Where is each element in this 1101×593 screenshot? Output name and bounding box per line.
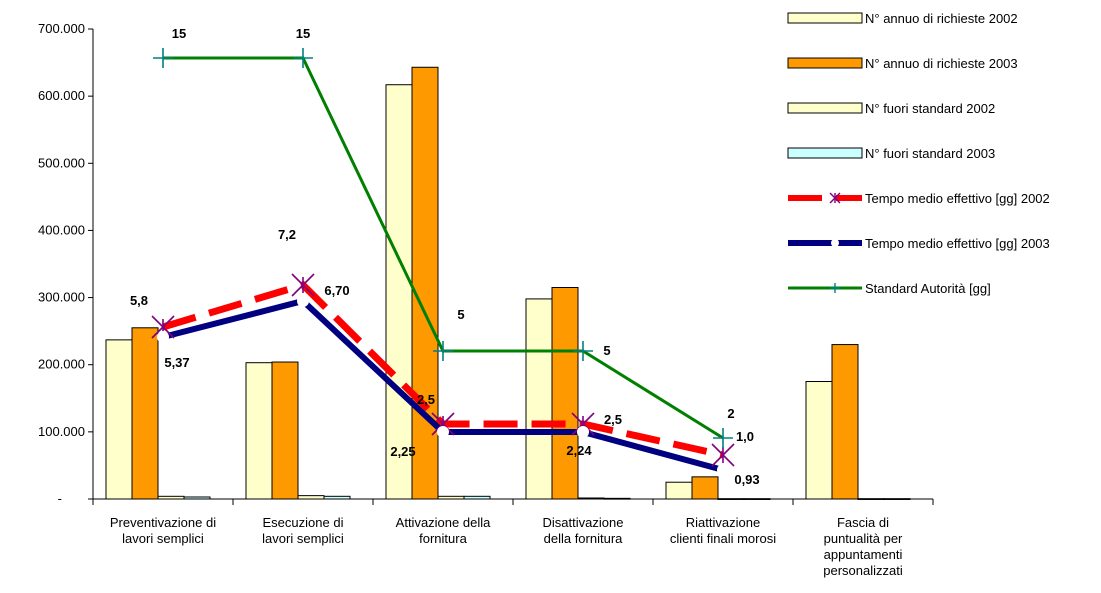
legend-label: Tempo medio effettivo [gg] 2003: [865, 236, 1050, 251]
bar: [805, 381, 833, 500]
legend-marker: [831, 239, 839, 247]
data-label-tempo-2002: 7,2: [278, 227, 296, 242]
y-tick-label: 500.000: [38, 155, 85, 170]
data-labels: 5,8 7,2 2,5 2,5 1,0 5,37 6,70 2,25 2,24 0,93 15 15 5…: [130, 26, 760, 487]
x-tick-label: Riattivazione clienti finali morosi: [670, 515, 776, 546]
bar: [463, 495, 491, 500]
x-tick-label: Preventivazione di lavori semplici: [110, 515, 216, 546]
legend-marker: [830, 283, 840, 293]
legend-marker: [829, 192, 841, 204]
data-label-tempo-2003: 2,25: [390, 444, 415, 459]
point-marker-tempo-2003: [717, 464, 729, 476]
point-marker-tempo-2002: [291, 273, 315, 297]
bar: [157, 495, 185, 500]
y-tick-label: -: [58, 491, 62, 506]
bar: [883, 498, 911, 500]
point-marker-standard: [293, 48, 313, 68]
legend-swatch: [787, 12, 863, 24]
bar: [105, 339, 133, 500]
y-tick-label: 400.000: [38, 222, 85, 237]
y-tick-label: 700.000: [38, 21, 85, 36]
bar: [437, 495, 465, 500]
bar: [271, 361, 299, 500]
point-marker-standard: [713, 428, 733, 448]
legend-label: Tempo medio effettivo [gg] 2002: [865, 191, 1050, 206]
y-tick-label: 100.000: [38, 424, 85, 439]
point-marker-standard: [573, 341, 593, 361]
legend-swatch: [787, 102, 863, 114]
bar: [297, 495, 325, 500]
bar: [603, 497, 631, 500]
bar: [525, 298, 553, 500]
legend-label: N° fuori standard 2003: [865, 146, 995, 161]
point-marker-tempo-2003: [157, 331, 169, 343]
lines: [151, 48, 735, 476]
bar: [411, 66, 439, 500]
bar: [577, 497, 605, 500]
x-tick-label: Esecuzione di lavori semplici: [262, 515, 344, 546]
legend-swatch: [787, 147, 863, 159]
x-tick-label: Fascia di puntualità per appuntamenti perso…: [823, 515, 903, 578]
point-marker-standard: [153, 48, 173, 68]
bar: [323, 495, 351, 500]
bar: [831, 344, 859, 500]
point-marker-tempo-2003: [577, 426, 589, 438]
data-label-tempo-2002: 1,0: [736, 429, 754, 444]
legend: N° annuo di richieste 2002 N° annuo di ri…: [787, 11, 1050, 296]
data-label-tempo-2003: 5,37: [164, 355, 189, 370]
data-label-standard: 2: [727, 406, 734, 421]
bar: [131, 327, 159, 500]
point-marker-standard: [433, 341, 453, 361]
axes: - 100.000 200.000 300.000 400.000 500.000 600.…: [38, 21, 934, 578]
data-label-standard: 5: [603, 343, 610, 358]
bar: [385, 84, 413, 500]
bar: [743, 498, 771, 500]
legend-label: N° annuo di richieste 2003: [865, 56, 1018, 71]
legend-label: Standard Autorità [gg]: [865, 281, 991, 296]
x-tick-label: Disattivazione della fornitura: [543, 515, 624, 546]
data-label-tempo-2003: 6,70: [324, 283, 349, 298]
point-marker-tempo-2002: [711, 443, 735, 467]
legend-label: N° annuo di richieste 2002: [865, 11, 1018, 26]
data-label-standard: 15: [296, 26, 310, 41]
point-marker-tempo-2003: [437, 426, 449, 438]
x-tick-label: Attivazione della fornitura: [396, 515, 491, 546]
data-label-tempo-2003: 0,93: [734, 472, 759, 487]
data-label-tempo-2002: 2,5: [604, 412, 622, 427]
legend-swatch: [787, 57, 863, 69]
bar: [857, 498, 885, 500]
bar: [665, 481, 693, 500]
data-label-standard: 5: [457, 307, 464, 322]
data-label-tempo-2002: 5,8: [130, 293, 148, 308]
data-label-tempo-2002: 2,5: [417, 392, 435, 407]
y-tick-label: 200.000: [38, 357, 85, 372]
bar: [717, 498, 745, 500]
bar: [551, 287, 579, 500]
y-tick-label: 300.000: [38, 290, 85, 305]
y-tick-label: 600.000: [38, 88, 85, 103]
bar: [245, 362, 273, 500]
data-label-tempo-2003: 2,24: [566, 443, 592, 458]
legend-label: N° fuori standard 2002: [865, 101, 995, 116]
bar: [183, 496, 211, 500]
data-label-standard: 15: [172, 26, 186, 41]
bar: [691, 476, 719, 500]
point-marker-tempo-2003: [297, 295, 309, 307]
